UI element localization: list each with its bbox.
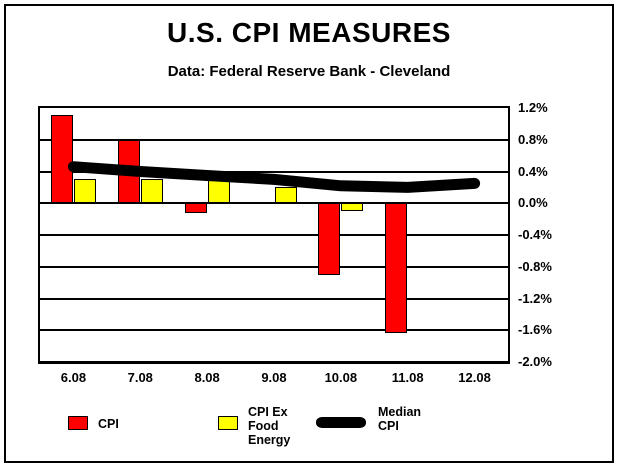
bar-cpi [318, 203, 341, 275]
yellow-square-swatch [218, 416, 238, 430]
gridline [40, 297, 508, 300]
gridline [40, 138, 508, 141]
y-axis-tick-label: 0.0% [518, 195, 548, 211]
y-axis-tick-label: -2.0% [518, 354, 552, 369]
x-axis-tick-label: 6.08 [60, 370, 87, 385]
x-axis-tick-label: 8.08 [194, 370, 220, 385]
gridline [40, 265, 508, 268]
gridline [40, 234, 508, 236]
x-axis-tick-label: 12.08 [458, 370, 491, 385]
page-title: U.S. CPI MEASURES [167, 17, 451, 48]
gridline [40, 329, 508, 332]
gridline [40, 202, 508, 205]
chart-frame: U.S. CPI MEASURES Data: Federal Reserve … [4, 4, 614, 463]
x-axis-tick-label: 10.08 [324, 370, 358, 385]
gridline [40, 361, 508, 363]
legend-label: CPI [98, 417, 119, 431]
bar-cpi [50, 115, 73, 204]
chart-subtitle: Data: Federal Reserve Bank - Cleveland [167, 63, 451, 80]
y-axis-tick-label: -1.2% [518, 290, 552, 306]
bar-cpi [385, 203, 408, 333]
red-square-swatch [68, 416, 88, 430]
legend-label: Median CPI [378, 405, 422, 433]
x-axis-tick-label: 7.08 [127, 370, 153, 385]
y-axis-tick-label: -0.8% [518, 258, 552, 274]
bar-cpi-ex-food-energy [140, 179, 163, 204]
y-axis-tick-label: 0.8% [518, 131, 548, 147]
bar-cpi [184, 203, 207, 213]
bar-cpi-ex-food-energy [274, 187, 297, 204]
bar-cpi [117, 139, 140, 204]
x-axis-tick-label: 11.08 [391, 370, 424, 385]
y-axis-tick-label: -0.4% [518, 227, 552, 242]
black-line-swatch [316, 417, 366, 428]
gridline [40, 170, 508, 173]
bar-cpi-ex-food-energy [73, 179, 96, 204]
x-axis-tick-label: 9.08 [261, 370, 287, 385]
chart-legend: CPI CPI Ex Food Energy Median CPI [6, 405, 612, 461]
bar-cpi-ex-food-energy [341, 203, 364, 212]
legend-label: CPI Ex Food Energy [248, 405, 291, 447]
plot-area [38, 106, 510, 364]
y-axis-tick-label: 0.4% [518, 163, 548, 179]
y-axis-tick-label: -1.6% [518, 322, 552, 338]
y-axis-tick-label: 1.2% [518, 100, 548, 115]
bar-cpi-ex-food-energy [207, 179, 230, 204]
